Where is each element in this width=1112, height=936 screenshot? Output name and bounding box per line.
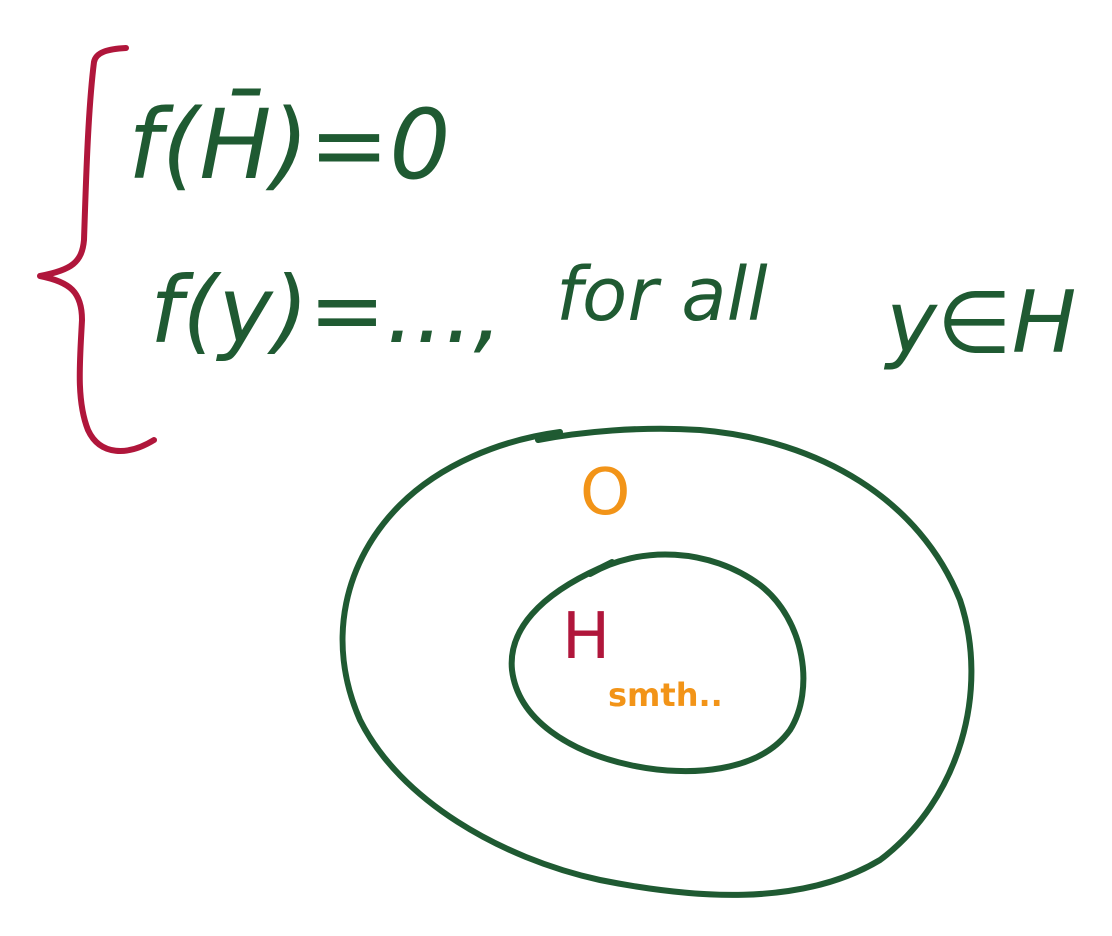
equation-2-lhs: f(y)=..., bbox=[150, 257, 503, 364]
equation-2-for-all: for all bbox=[556, 252, 768, 338]
inner-set-label: H bbox=[562, 600, 610, 674]
equation-1-text: f(H̄)=0 bbox=[128, 89, 450, 201]
inner-set-loop bbox=[508, 551, 807, 775]
equation-2-condition: y∈H bbox=[883, 273, 1076, 373]
equation-line-1: f(H̄)=0 bbox=[128, 89, 450, 201]
outer-set-label: O bbox=[580, 456, 630, 530]
inner-set-note: smth.. bbox=[608, 676, 723, 714]
outer-set-loop bbox=[339, 425, 975, 898]
left-curly-brace bbox=[37, 45, 157, 454]
equation-line-2: f(y)=..., for all y∈H bbox=[150, 252, 1076, 373]
